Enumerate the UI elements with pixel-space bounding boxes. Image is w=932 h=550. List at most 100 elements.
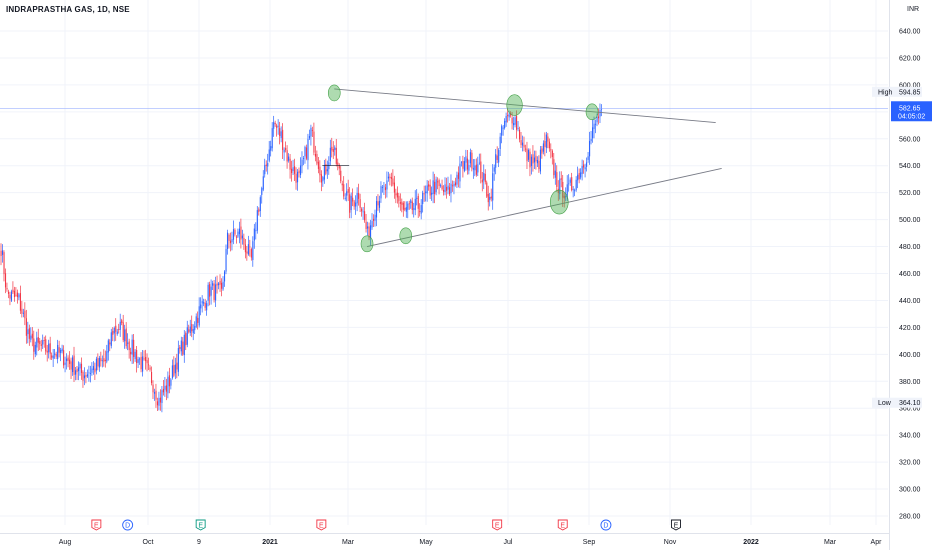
highlight-marker: [585, 103, 599, 121]
candle-body: [265, 164, 267, 167]
candle: [36, 331, 38, 356]
candle-body: [465, 156, 467, 163]
candle-body: [155, 390, 157, 400]
price-tick-label: 340.00: [899, 433, 921, 440]
candle-body: [495, 154, 497, 168]
candle-body: [343, 184, 345, 197]
candle: [10, 289, 13, 302]
highlight-marker: [360, 235, 374, 253]
candle-body: [589, 141, 591, 157]
candle-body: [551, 150, 553, 157]
candle-body: [91, 368, 93, 373]
dividend-event-icon[interactable]: D: [122, 519, 134, 531]
candle-body: [499, 136, 501, 150]
candle-body: [560, 178, 562, 180]
candle: [499, 132, 501, 157]
candle-body: [420, 205, 422, 214]
candle: [574, 188, 576, 197]
candle-body: [350, 195, 352, 211]
candle-body: [189, 326, 191, 334]
candle-body: [195, 316, 197, 327]
price-tick-label: 560.00: [899, 136, 921, 143]
candle: [530, 154, 533, 175]
candle: [347, 179, 349, 201]
candle-body: [428, 184, 430, 187]
candle: [329, 139, 331, 166]
candle-body: [224, 271, 226, 282]
candle: [176, 353, 178, 379]
candle-body: [6, 287, 8, 290]
candle: [7, 289, 10, 299]
earnings-event-icon[interactable]: E: [671, 519, 681, 531]
candle-body: [85, 375, 87, 377]
candle: [587, 152, 589, 163]
price-tick-label: 480.00: [899, 244, 921, 251]
price-tick-label: 460.00: [899, 271, 921, 278]
candle: [265, 160, 267, 172]
candle: [517, 120, 519, 132]
candle-body: [441, 185, 443, 190]
candle: [551, 149, 553, 165]
candle: [204, 298, 206, 311]
candle-body: [471, 152, 473, 169]
candle-body: [73, 355, 75, 375]
price-tick-label: 380.00: [899, 379, 921, 386]
candle-body: [532, 154, 534, 164]
candle: [432, 171, 434, 204]
candle: [595, 119, 597, 134]
candle-body: [255, 230, 257, 232]
candle-body: [332, 149, 334, 152]
candle-body: [448, 187, 451, 195]
candle-body: [559, 178, 561, 195]
candle: [234, 228, 236, 237]
candle: [246, 246, 248, 261]
candle-body: [204, 302, 206, 308]
earnings-event-icon[interactable]: E: [91, 519, 102, 531]
candle-body: [535, 155, 537, 162]
earnings-event-icon[interactable]: E: [195, 519, 206, 531]
candle-body: [282, 129, 284, 150]
earnings-event-icon[interactable]: E: [316, 519, 327, 531]
candle-body: [371, 221, 373, 228]
candle: [125, 322, 127, 349]
candle-body: [197, 317, 199, 323]
earnings-event-icon[interactable]: E: [557, 519, 568, 531]
candle-body: [536, 159, 538, 164]
candle: [599, 103, 601, 124]
candle-body: [152, 384, 154, 393]
candle: [547, 133, 549, 149]
candle: [364, 202, 366, 223]
price-tick-label: 540.00: [899, 163, 921, 170]
candle: [238, 221, 240, 244]
price-tag-value: 364.10: [899, 400, 921, 407]
candle: [69, 351, 71, 370]
candle: [425, 185, 427, 202]
candle-body: [334, 147, 336, 150]
candle-body: [580, 172, 582, 178]
candle: [559, 171, 561, 200]
candle-body: [179, 347, 181, 350]
candle: [489, 192, 491, 207]
candle-body: [496, 155, 498, 160]
candle: [104, 350, 106, 368]
candle-body: [593, 123, 595, 129]
candle-body: [507, 115, 509, 117]
candle: [268, 141, 270, 163]
candle: [0, 243, 2, 266]
candle: [153, 388, 156, 401]
candle-body: [48, 343, 50, 353]
candle: [51, 352, 53, 360]
candle-body: [18, 294, 20, 298]
candle: [73, 346, 75, 383]
candle: [256, 206, 258, 234]
candle: [310, 124, 312, 146]
earnings-event-icon[interactable]: E: [492, 519, 503, 531]
candle: [42, 334, 44, 349]
candle-body: [377, 201, 379, 206]
candle-body: [69, 359, 71, 364]
candle-body: [429, 184, 431, 196]
candle: [143, 350, 145, 361]
dividend-event-icon[interactable]: D: [600, 519, 612, 531]
